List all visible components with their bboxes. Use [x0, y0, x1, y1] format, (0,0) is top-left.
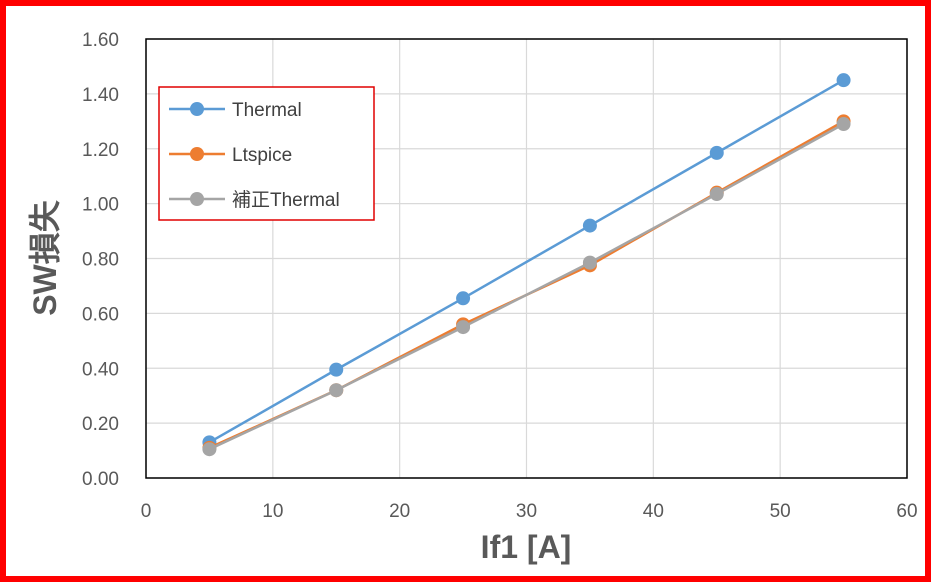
- y-tick-label: 0.40: [82, 359, 119, 380]
- data-point: [202, 442, 217, 457]
- legend-item: Ltspice: [169, 145, 292, 166]
- series-layer: [202, 73, 851, 457]
- data-point: [836, 73, 851, 88]
- series-line: [208, 79, 845, 444]
- y-tick-label: 0.80: [82, 250, 119, 271]
- x-tick-label: 30: [516, 501, 537, 522]
- y-tick-label: 0.20: [82, 414, 119, 435]
- series-2: [202, 117, 851, 457]
- data-point: [582, 255, 597, 270]
- legend-label: 補正Thermal: [232, 189, 340, 211]
- grid: [145, 38, 908, 479]
- x-tick-label: 0: [141, 501, 152, 522]
- y-tick-label: 1.20: [82, 140, 119, 161]
- data-point: [582, 218, 597, 233]
- x-tick-label: 10: [262, 501, 283, 522]
- x-tick-label: 60: [896, 501, 917, 522]
- y-tick-label: 1.00: [82, 195, 119, 216]
- x-tick-label: 50: [770, 501, 791, 522]
- x-tick-label: 20: [389, 501, 410, 522]
- y-axis-ticks: 0.00 0.20 0.40 0.60 0.80 1.00 1.20 1.40 1.60: [82, 30, 119, 490]
- data-point: [329, 362, 344, 377]
- legend: Thermal Ltspice 補正Thermal: [158, 86, 375, 221]
- y-tick-label: 1.60: [82, 30, 119, 51]
- x-axis-title: If1 [A]: [481, 529, 572, 565]
- legend-item: 補正Thermal: [169, 189, 340, 211]
- y-axis-title: SW損失: [27, 199, 63, 316]
- plot-area-border: [145, 38, 908, 479]
- y-tick-label: 0.60: [82, 304, 119, 325]
- legend-swatch-marker: [190, 102, 204, 116]
- legend-label: Thermal: [232, 100, 302, 121]
- data-point: [456, 320, 471, 335]
- y-tick-label: 0.00: [82, 469, 119, 490]
- data-point: [836, 117, 851, 132]
- legend-item: Thermal: [169, 100, 302, 121]
- legend-swatch-marker: [190, 192, 204, 206]
- legend-swatch-marker: [190, 147, 204, 161]
- x-tick-label: 40: [643, 501, 664, 522]
- y-tick-label: 1.40: [82, 85, 119, 106]
- data-point: [709, 145, 724, 160]
- x-axis-ticks: 0 10 20 30 40 50 60: [141, 501, 918, 522]
- chart-svg: 0 10 20 30 40 50 60 0.00 0.20 0.40 0.60 0.80 1.00 1.…: [27, 30, 918, 565]
- data-point: [709, 187, 724, 202]
- series-line: [208, 122, 845, 451]
- legend-label: Ltspice: [232, 145, 292, 166]
- data-point: [329, 383, 344, 398]
- data-point: [456, 291, 471, 306]
